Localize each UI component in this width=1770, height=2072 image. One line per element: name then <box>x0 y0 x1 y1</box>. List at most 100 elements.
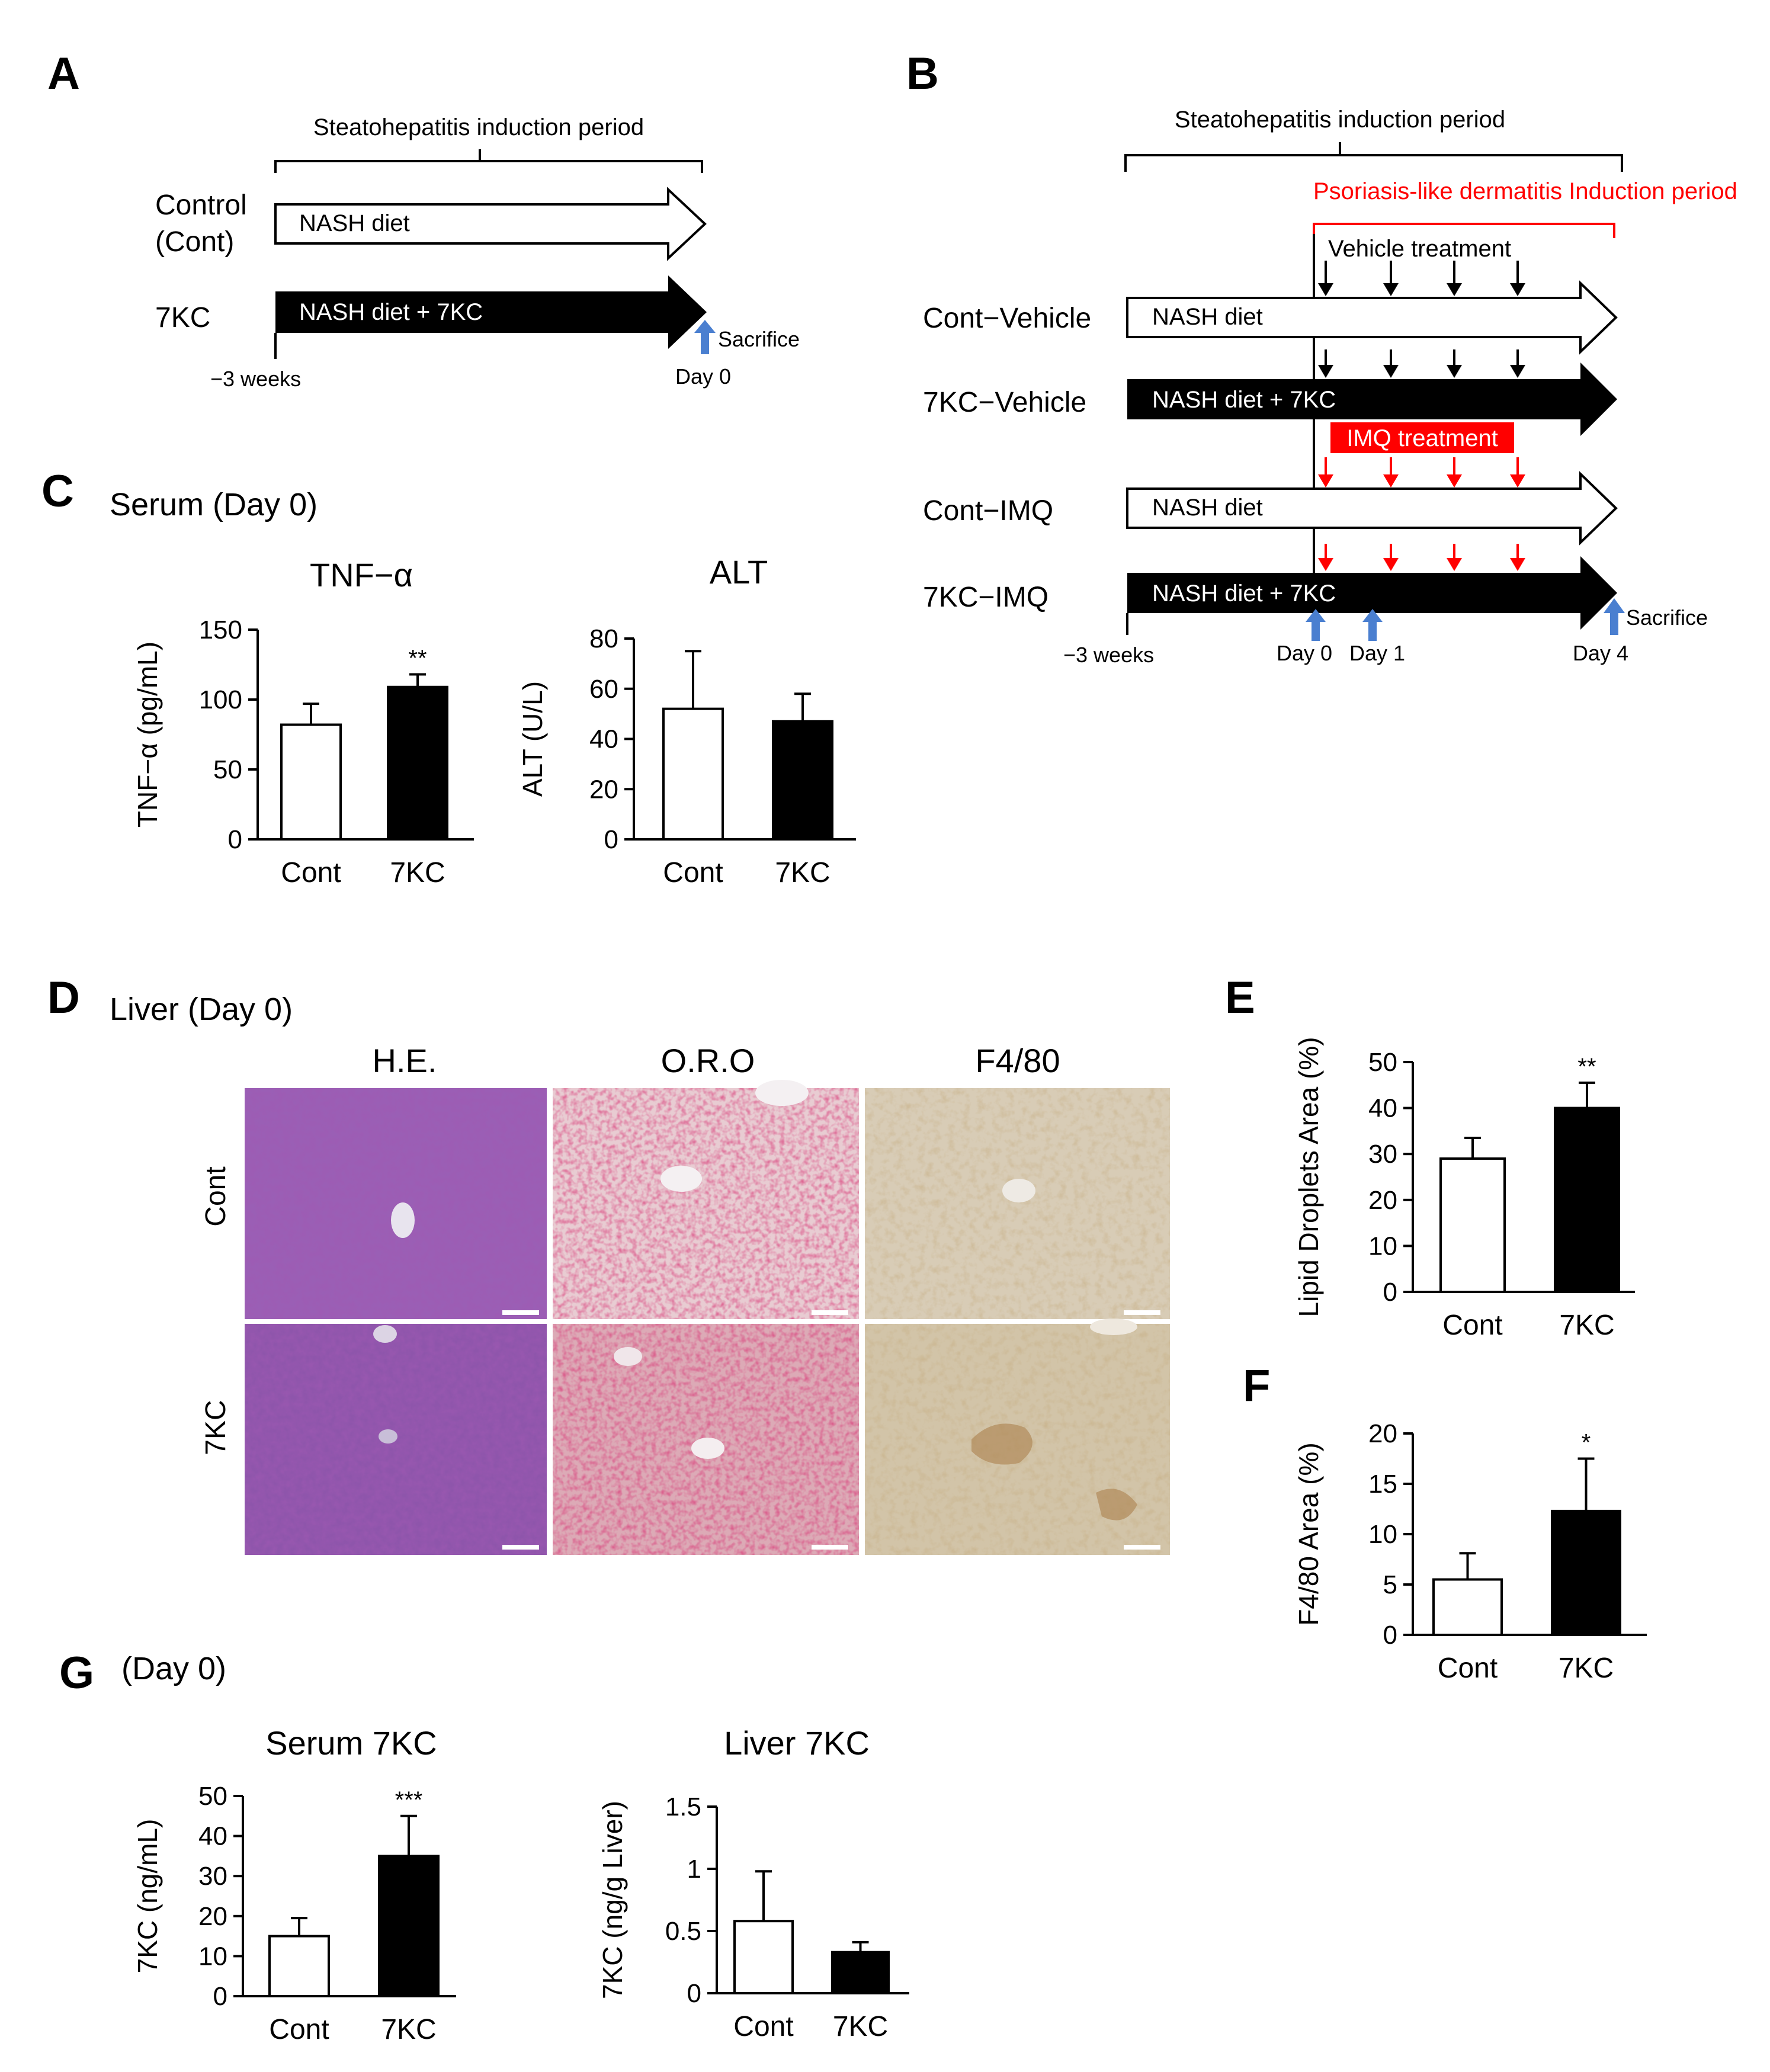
column-label-f480: F4/80 <box>975 1042 1060 1079</box>
serum-day0-heading: Serum (Day 0) <box>110 487 318 522</box>
scale-bar <box>1124 1545 1160 1550</box>
bar-cont <box>268 1935 330 1998</box>
bar-cont <box>733 1920 794 1994</box>
y-tick-label: 0 <box>604 825 618 854</box>
diet-label-control: NASH diet <box>299 210 410 236</box>
y-tick-label: 30 <box>1368 1140 1397 1169</box>
imq-arrow <box>1447 474 1462 487</box>
imq-arrow <box>1383 558 1399 571</box>
micrograph-f480-cont <box>865 1088 1170 1319</box>
y-tick-label: 40 <box>1368 1094 1397 1123</box>
x-category-label: Cont <box>269 2014 329 2045</box>
panel-letter-f: F <box>1243 1361 1270 1411</box>
sacrifice-label-a: Sacrifice <box>718 327 800 351</box>
y-tick-label: 1.5 <box>665 1792 701 1821</box>
y-axis-label: Lipid Droplets Area (%) <box>1293 1037 1324 1317</box>
vehicle-arrow <box>1383 283 1399 296</box>
y-axis-label: TNF−α (pg/mL) <box>132 642 163 827</box>
day1-arrow-b <box>1362 609 1383 641</box>
imq-arrow <box>1510 474 1525 487</box>
chart-serum7kc: Serum 7KC 7KC (ng/mL) 0 10 20 30 40 50 Cont 7KC **… <box>132 1724 456 2045</box>
psoriasis-bracket <box>1313 223 1615 238</box>
diet-label-cont-imq: NASH diet <box>1152 495 1263 521</box>
panel-letter-c: C <box>41 466 74 517</box>
y-tick-label: 0 <box>213 1982 227 2011</box>
diet-label-7kc: NASH diet + 7KC <box>299 299 483 325</box>
y-tick-label: 0.5 <box>665 1917 701 1946</box>
micrograph-f480-7kc <box>865 1319 1170 1555</box>
micrograph-oro-cont <box>553 1080 859 1319</box>
y-axis-label: F4/80 Area (%) <box>1293 1442 1324 1625</box>
nash-diet-arrow-control <box>274 187 707 261</box>
sacrifice-label-b: Sacrifice <box>1626 605 1708 630</box>
y-tick-label: 150 <box>199 615 242 644</box>
scale-bar <box>502 1545 539 1550</box>
y-tick-label: 40 <box>589 725 618 754</box>
y-tick-label: 40 <box>198 1822 227 1851</box>
x-category-label: Cont <box>663 857 723 889</box>
y-tick-label: 10 <box>198 1942 227 1971</box>
diet-label-7kc-vehicle: NASH diet + 7KC <box>1152 387 1336 413</box>
vehicle-arrow <box>1383 365 1399 378</box>
sacrifice-arrow-a <box>694 320 716 354</box>
x-category-label: 7KC <box>1559 1653 1614 1684</box>
x-category-label: Cont <box>1438 1653 1498 1684</box>
start-label-b: −3 weeks <box>1063 643 1154 667</box>
bar-cont <box>1439 1157 1506 1293</box>
row-label-7kc-imq: 7KC−IMQ <box>923 582 1048 613</box>
bar-7kc <box>378 1855 440 1997</box>
row-label-cont-micro: Cont <box>200 1166 232 1226</box>
chart-liver7kc: Liver 7KC 7KC (ng/g Liver) 0 0.5 1 1.5 Cont 7KC <box>597 1724 909 2042</box>
x-category-label: 7KC <box>1559 1310 1614 1341</box>
x-category-label: Cont <box>733 2011 793 2042</box>
scale-bar <box>812 1545 848 1550</box>
nash-7kc-arrow-imq <box>1127 556 1617 630</box>
imq-treatment-label: IMQ treatment <box>1346 425 1498 451</box>
row-label-7kc-vehicle: 7KC−Vehicle <box>923 387 1086 418</box>
micrograph-oro-7kc <box>553 1324 859 1555</box>
chart-title: Serum 7KC <box>265 1724 437 1762</box>
period-bracket-b <box>1124 142 1623 172</box>
significance-marker: ** <box>408 646 427 672</box>
day0-label-b: Day 0 <box>1277 641 1332 665</box>
row-label-control-abbr: (Cont) <box>155 226 234 258</box>
day0-arrow-b <box>1306 609 1326 641</box>
panel-a: A Steatohepatitis induction period Contr… <box>47 49 800 391</box>
psoriasis-period-label: Psoriasis-like dermatitis Induction peri… <box>1313 178 1737 204</box>
vehicle-arrow <box>1318 283 1333 296</box>
start-label-a: −3 weeks <box>210 367 301 391</box>
scale-bar <box>1124 1310 1160 1315</box>
y-tick-label: 50 <box>198 1782 227 1811</box>
significance-marker: * <box>1582 1430 1591 1456</box>
imq-arrow <box>1447 558 1462 571</box>
imq-arrow <box>1510 558 1525 571</box>
row-label-control: Control <box>155 190 247 221</box>
imq-arrow <box>1318 558 1333 571</box>
micrograph-he-7kc <box>245 1324 547 1555</box>
y-tick-label: 0 <box>228 825 242 854</box>
bar-7kc <box>387 685 448 841</box>
y-tick-label: 0 <box>1383 1621 1397 1650</box>
nash-7kc-arrow-vehicle <box>1127 363 1617 436</box>
x-category-label: 7KC <box>775 857 830 889</box>
panel-letter-b: B <box>906 49 939 99</box>
steatohepatitis-period-label-b: Steatohepatitis induction period <box>1175 107 1505 133</box>
diet-label-cont-vehicle: NASH diet <box>1152 304 1263 330</box>
y-tick-label: 0 <box>1383 1278 1397 1307</box>
y-tick-label: 80 <box>589 624 618 653</box>
chart-f480: F4/80 Area (%) 0 5 10 15 20 Cont 7KC * <box>1293 1419 1647 1684</box>
treatment-arrows <box>1318 261 1525 571</box>
y-tick-label: 5 <box>1383 1570 1397 1599</box>
imq-arrow <box>1318 474 1333 487</box>
y-tick-label: 15 <box>1368 1470 1397 1499</box>
vehicle-arrow <box>1510 283 1525 296</box>
y-tick-label: 100 <box>199 685 242 714</box>
bar-7kc <box>831 1951 890 1994</box>
y-tick-label: 50 <box>1368 1048 1397 1077</box>
nash-diet-arrow-cont-imq <box>1126 471 1618 546</box>
column-label-oro: O.R.O <box>661 1042 755 1079</box>
significance-marker: *** <box>395 1787 423 1813</box>
chart-tnf: TNF−α TNF−α (pg/mL) 0 50 100 150 Cont 7KC ** <box>132 556 474 889</box>
y-tick-label: 1 <box>687 1855 701 1884</box>
